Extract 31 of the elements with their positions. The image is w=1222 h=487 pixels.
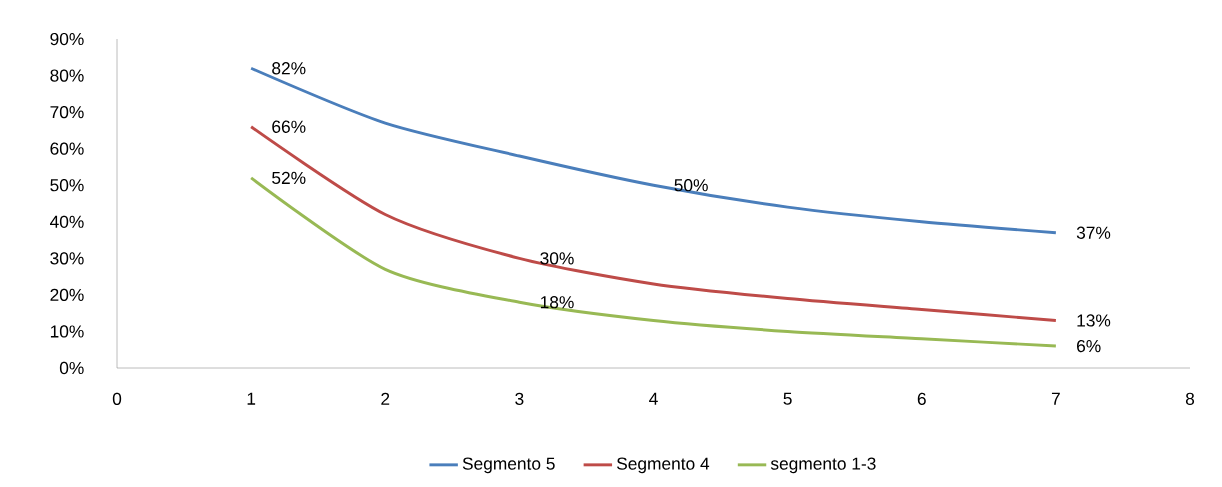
data-label: 66% [272, 120, 306, 133]
y-tick-label: 40% [50, 215, 84, 228]
x-tick-label: 7 [1051, 392, 1060, 405]
x-tick-label: 8 [1185, 392, 1195, 405]
x-tick-label: 5 [783, 392, 792, 405]
data-label: 13% [1077, 314, 1111, 327]
y-tick-label: 50% [50, 179, 84, 192]
legend-label: Segmento 4 [616, 457, 710, 474]
data-label: 82% [272, 62, 306, 75]
data-label: 30% [540, 252, 574, 265]
legend-label: Segmento 5 [462, 457, 555, 474]
data-label: 52% [272, 171, 306, 185]
y-tick-label: 10% [50, 325, 84, 338]
x-tick-label: 6 [917, 392, 926, 405]
y-tick-label: 20% [50, 288, 84, 302]
x-tick-label: 1 [247, 392, 256, 405]
data-label: 50% [674, 179, 708, 192]
x-tick-label: 4 [649, 392, 658, 405]
data-label: 18% [540, 296, 574, 309]
y-tick-label: 30% [50, 252, 84, 265]
x-tick-label: 2 [381, 392, 390, 405]
y-tick-label: 80% [50, 69, 84, 82]
y-tick-label: 0% [59, 361, 84, 375]
legend-label: segmento 1-3 [770, 457, 876, 474]
y-tick-label: 70% [50, 105, 84, 119]
x-tick-label: 0 [112, 392, 122, 405]
data-label: 37% [1076, 226, 1111, 239]
y-tick-label: 90% [50, 32, 84, 46]
data-label: 6% [1077, 339, 1101, 353]
x-tick-label: 3 [515, 392, 524, 405]
y-tick-label: 60% [50, 142, 84, 155]
